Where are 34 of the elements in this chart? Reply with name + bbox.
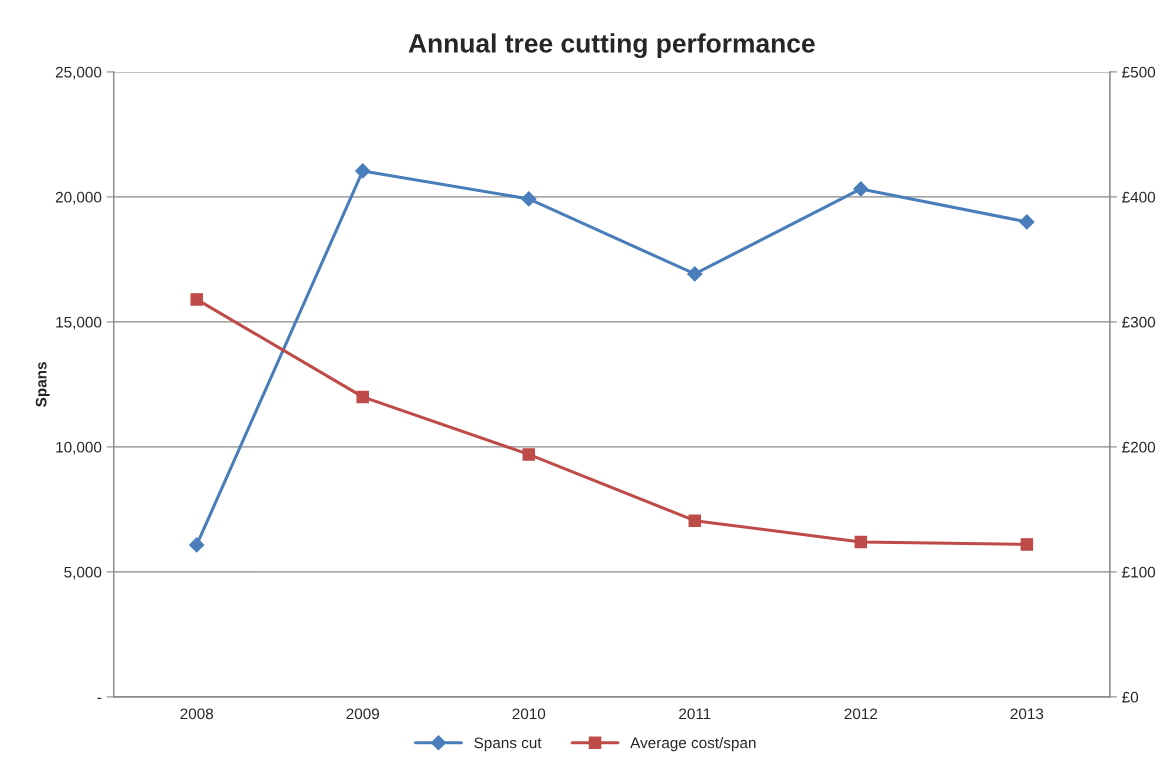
point	[853, 181, 869, 197]
point	[854, 535, 868, 549]
y-tick-label: 20,000	[55, 191, 102, 205]
y2-tick-label: £300	[1122, 316, 1156, 328]
legend-label: Average cost/span	[630, 737, 756, 752]
point	[521, 191, 537, 207]
x-tick-label: 2011	[679, 708, 711, 720]
point	[522, 448, 536, 461]
point	[687, 266, 703, 282]
x-tick-label: 2013	[1010, 708, 1044, 720]
y-tick-label: -	[97, 697, 102, 699]
legend-label: Spans cut	[474, 737, 542, 752]
y2-tick-label: £400	[1122, 191, 1156, 203]
chart-title: Annual tree cutting performance	[408, 33, 815, 59]
point	[190, 293, 203, 306]
x-tick-label: 2009	[346, 708, 380, 720]
y-tick-label: 25,000	[55, 66, 102, 80]
y-tick-label: 5,000	[64, 566, 102, 580]
y2-tick-label: £200	[1122, 441, 1156, 453]
x-tick-label: 2012	[844, 708, 878, 720]
y2-tick-label: £500	[1122, 66, 1156, 78]
x-tick-label: 2010	[512, 708, 546, 720]
point	[356, 390, 369, 404]
point	[1020, 538, 1034, 551]
point	[1019, 214, 1035, 230]
y-tick-label: 15,000	[56, 316, 102, 330]
y-axis-title: Spans	[35, 362, 50, 407]
point	[355, 163, 371, 179]
x-tick-label: 2008	[180, 708, 214, 720]
point	[189, 537, 205, 553]
y2-tick-label: £0	[1122, 691, 1139, 703]
point	[688, 514, 702, 527]
y2-tick-label: £100	[1122, 566, 1156, 578]
y-tick-label: 10,000	[56, 441, 102, 455]
